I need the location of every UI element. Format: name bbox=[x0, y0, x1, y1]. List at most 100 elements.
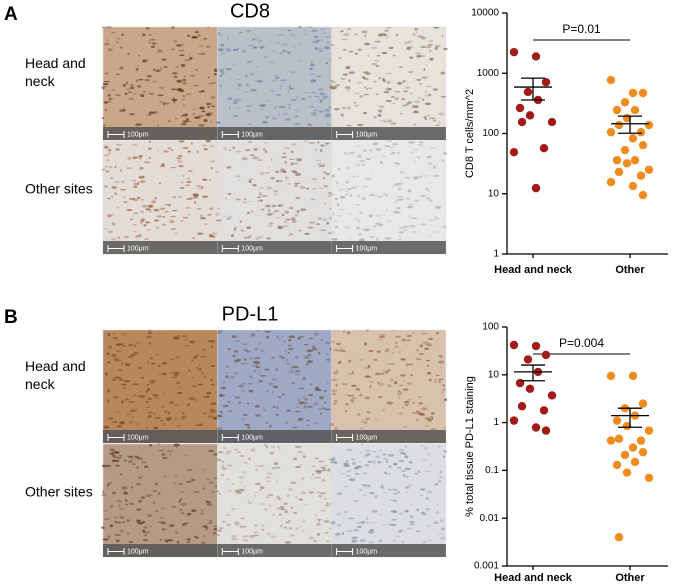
texture bbox=[215, 219, 222, 222]
texture bbox=[287, 90, 290, 94]
texture bbox=[233, 99, 237, 102]
texture bbox=[121, 180, 125, 183]
texture bbox=[226, 464, 233, 467]
texture bbox=[244, 423, 250, 426]
texture bbox=[180, 122, 187, 126]
texture bbox=[330, 459, 336, 463]
texture bbox=[309, 106, 315, 109]
texture bbox=[430, 417, 434, 421]
texture bbox=[334, 427, 338, 431]
texture bbox=[244, 348, 248, 352]
texture bbox=[174, 66, 180, 68]
data-point bbox=[541, 426, 551, 435]
scale-bar-label: 100µm bbox=[127, 434, 149, 441]
texture bbox=[326, 539, 330, 543]
texture bbox=[430, 428, 437, 430]
texture bbox=[362, 71, 369, 74]
texture bbox=[166, 418, 170, 421]
texture bbox=[284, 510, 288, 514]
texture bbox=[357, 219, 361, 223]
texture bbox=[202, 412, 208, 415]
texture bbox=[291, 217, 296, 220]
texture bbox=[178, 49, 185, 52]
texture bbox=[173, 443, 180, 447]
texture bbox=[228, 215, 232, 219]
texture bbox=[186, 118, 189, 122]
texture bbox=[125, 413, 132, 416]
texture bbox=[396, 466, 402, 469]
texture bbox=[312, 473, 315, 476]
texture bbox=[271, 357, 276, 359]
texture bbox=[104, 72, 109, 75]
texture bbox=[395, 182, 402, 185]
texture bbox=[223, 147, 227, 150]
texture bbox=[287, 183, 290, 185]
texture bbox=[202, 195, 209, 198]
texture bbox=[127, 355, 134, 358]
texture bbox=[421, 98, 425, 102]
texture bbox=[115, 73, 120, 75]
texture bbox=[259, 489, 263, 491]
texture bbox=[313, 402, 319, 406]
texture bbox=[265, 99, 271, 102]
texture bbox=[143, 530, 151, 534]
texture bbox=[345, 410, 347, 413]
texture bbox=[270, 158, 273, 162]
texture bbox=[398, 396, 401, 399]
texture bbox=[281, 156, 287, 159]
texture bbox=[178, 164, 184, 168]
texture bbox=[244, 230, 247, 232]
texture bbox=[426, 525, 432, 527]
texture bbox=[191, 376, 195, 379]
texture bbox=[199, 106, 205, 110]
texture bbox=[402, 406, 404, 409]
texture bbox=[225, 450, 233, 454]
texture bbox=[170, 48, 176, 51]
texture bbox=[417, 35, 424, 38]
texture bbox=[164, 210, 169, 214]
texture bbox=[330, 461, 335, 464]
texture bbox=[121, 33, 124, 36]
texture bbox=[286, 494, 290, 498]
texture bbox=[297, 451, 303, 453]
texture bbox=[114, 165, 117, 169]
texture bbox=[314, 514, 318, 517]
texture bbox=[290, 481, 297, 484]
texture bbox=[339, 188, 343, 192]
texture bbox=[113, 516, 119, 519]
texture bbox=[262, 172, 269, 174]
texture bbox=[107, 214, 112, 218]
texture bbox=[325, 172, 330, 175]
texture bbox=[198, 186, 203, 190]
texture bbox=[260, 208, 265, 211]
texture bbox=[426, 197, 430, 200]
texture bbox=[280, 336, 283, 338]
texture bbox=[248, 457, 251, 461]
texture bbox=[205, 139, 211, 143]
texture bbox=[384, 237, 390, 240]
texture bbox=[239, 31, 243, 34]
texture bbox=[113, 332, 116, 335]
data-point bbox=[628, 134, 638, 143]
texture bbox=[186, 469, 193, 471]
texture bbox=[277, 204, 284, 208]
texture bbox=[180, 491, 185, 493]
texture bbox=[304, 232, 310, 235]
texture bbox=[120, 66, 124, 69]
texture bbox=[399, 391, 402, 395]
texture bbox=[420, 223, 427, 226]
texture bbox=[133, 182, 138, 186]
texture bbox=[407, 70, 414, 73]
texture bbox=[339, 348, 344, 350]
texture bbox=[115, 148, 120, 151]
texture bbox=[289, 534, 295, 537]
texture bbox=[414, 160, 417, 163]
texture bbox=[181, 416, 185, 420]
texture bbox=[207, 112, 214, 114]
texture bbox=[346, 470, 349, 473]
texture bbox=[337, 168, 341, 171]
texture bbox=[402, 104, 408, 107]
texture bbox=[244, 91, 249, 93]
texture bbox=[275, 93, 282, 96]
texture bbox=[441, 225, 448, 229]
